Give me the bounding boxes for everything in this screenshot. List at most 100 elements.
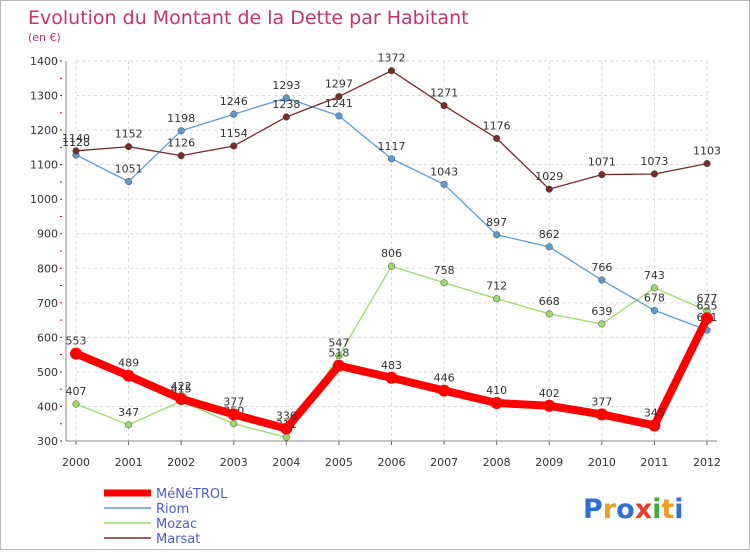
data-label: 377	[591, 395, 612, 408]
data-label: 678	[644, 291, 665, 304]
data-point	[70, 347, 82, 360]
logo-letter: t	[661, 494, 674, 525]
data-point	[177, 127, 185, 135]
y-tick-label: 400	[37, 400, 58, 413]
data-point	[545, 310, 553, 318]
data-label: 547	[328, 337, 349, 350]
logo-letter: r	[603, 494, 617, 525]
data-label: 1043	[430, 165, 458, 178]
data-point	[335, 112, 343, 120]
y-tick-label: 800	[37, 262, 58, 275]
x-tick-label: 2008	[483, 456, 511, 469]
series-group: 4073474153503115478067587126686397436771…	[62, 52, 721, 441]
y-tick-label: 1300	[30, 90, 58, 103]
data-label: 483	[381, 359, 402, 372]
data-label: 862	[539, 228, 560, 241]
data-point	[72, 147, 80, 155]
data-label: 1246	[220, 95, 248, 108]
data-label: 1238	[272, 98, 300, 111]
data-point	[440, 180, 448, 188]
data-point	[493, 295, 501, 303]
data-label: 410	[486, 384, 507, 397]
logo-letter: i	[674, 494, 683, 525]
chart-subtitle: (en €)	[28, 31, 61, 44]
data-label: 1073	[640, 155, 668, 168]
data-point	[335, 352, 343, 360]
data-label: 1051	[115, 163, 143, 176]
data-point	[122, 369, 135, 382]
data-label: 1154	[220, 127, 248, 140]
data-label: 1176	[483, 119, 511, 132]
data-point	[598, 320, 606, 328]
data-point	[387, 262, 396, 270]
y-tick-label: 600	[37, 331, 58, 344]
data-point	[650, 306, 658, 314]
data-point	[595, 408, 608, 421]
data-label: 1029	[535, 170, 563, 183]
data-point	[227, 408, 240, 421]
data-label: 806	[381, 247, 402, 260]
data-point	[282, 113, 290, 121]
chart-title: Evolution du Montant de la Dette par Hab…	[28, 7, 469, 29]
data-point	[493, 231, 501, 239]
data-point	[175, 392, 188, 405]
data-point	[282, 94, 290, 102]
x-tick-label: 2004	[272, 456, 300, 469]
data-label: 1126	[167, 137, 195, 150]
data-label: 1117	[378, 140, 406, 153]
data-label: 1140	[62, 132, 90, 145]
data-label: 489	[118, 357, 139, 370]
x-tick-label: 2009	[535, 456, 563, 469]
data-label: 407	[66, 385, 87, 398]
data-label: 402	[539, 387, 560, 400]
data-point	[493, 134, 501, 142]
x-tick-label: 2002	[167, 456, 195, 469]
legend-label: Mozac	[156, 517, 197, 532]
data-label: 1198	[167, 112, 195, 125]
data-point	[282, 433, 290, 441]
data-label: 1241	[325, 97, 353, 110]
data-point	[543, 399, 556, 412]
data-point	[332, 359, 345, 372]
data-label: 336	[276, 410, 297, 423]
data-label: 1293	[272, 79, 300, 92]
data-point	[177, 152, 185, 160]
y-tick-label: 700	[37, 297, 58, 310]
data-label: 377	[223, 395, 244, 408]
y-tick-label: 900	[37, 228, 58, 241]
data-label: 668	[539, 295, 560, 308]
y-tick-label: 1400	[30, 55, 58, 68]
svg-text:Proxiti: Proxiti	[583, 494, 684, 525]
data-point	[335, 93, 343, 101]
data-point	[438, 384, 451, 397]
data-label: 639	[591, 305, 612, 318]
x-tick-label: 2006	[378, 456, 406, 469]
data-label: 1372	[378, 52, 406, 65]
data-point	[125, 421, 133, 429]
data-point	[440, 279, 448, 287]
data-label: 1271	[430, 87, 458, 100]
y-tick-label: 1000	[30, 193, 58, 206]
x-tick-label: 2012	[693, 456, 721, 469]
data-label: 345	[644, 406, 665, 419]
data-point	[650, 284, 658, 292]
data-point	[387, 155, 396, 163]
legend-label: Marsat	[156, 532, 200, 547]
data-point	[125, 178, 133, 186]
logo-letter: P	[583, 494, 603, 525]
x-tick-label: 2011	[640, 456, 668, 469]
data-point	[545, 185, 553, 193]
y-tick-label: 1100	[30, 159, 58, 172]
x-tick-label: 2000	[62, 456, 90, 469]
data-label: 1297	[325, 78, 353, 91]
data-point	[230, 142, 238, 150]
data-label: 1152	[115, 128, 143, 141]
x-axis: 2000 2001 2002 2003 2004 2005 2006 2007 2008 2009…	[62, 440, 721, 469]
data-label: 422	[171, 380, 192, 393]
x-tick-label: 2005	[325, 456, 353, 469]
data-label: 1103	[693, 145, 721, 158]
logo-letter: i	[652, 494, 661, 525]
data-point	[230, 420, 238, 428]
